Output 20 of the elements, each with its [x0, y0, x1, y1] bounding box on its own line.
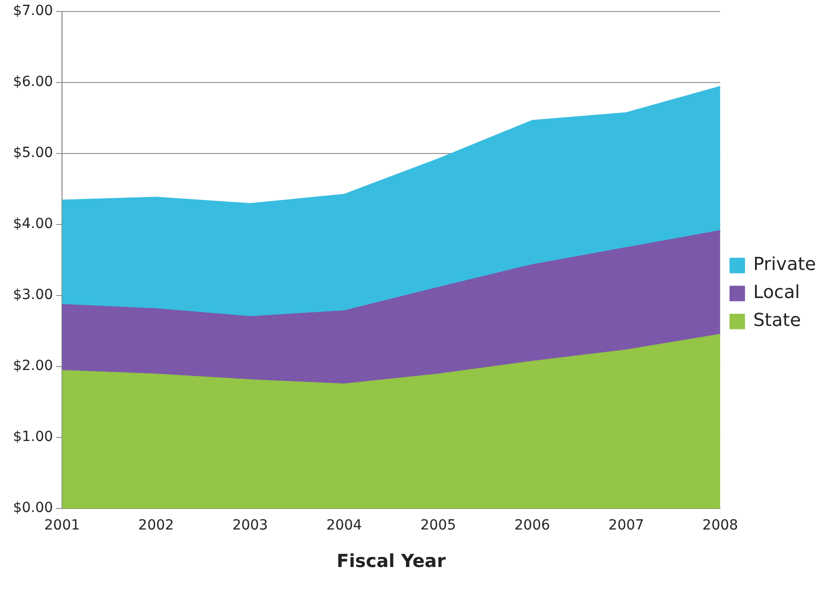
x-axis-title: Fiscal Year [336, 550, 446, 572]
x-tick-label: 2003 [232, 518, 268, 534]
y-tick-label: $1.00 [12, 429, 54, 446]
x-tick-label: 2002 [138, 518, 174, 534]
x-tick-label: 2007 [608, 518, 644, 534]
y-tick-label: $7.00 [12, 3, 54, 20]
x-tick-label: 2005 [420, 518, 456, 534]
y-tick-label: $0.00 [12, 500, 54, 516]
y-tick-label: $6.00 [12, 74, 54, 90]
x-tick-label: 2006 [514, 518, 550, 534]
legend-label: Private [753, 254, 816, 276]
x-tick-label: 2008 [702, 518, 738, 534]
y-tick-label: $3.00 [12, 287, 54, 304]
legend-label: State [753, 310, 801, 332]
x-tick-label: 2001 [44, 518, 80, 534]
y-tick-label: $5.00 [12, 145, 54, 162]
y-tick-label: $2.00 [12, 358, 54, 374]
legend-label: Local [753, 282, 800, 304]
y-tick-label: $4.00 [12, 216, 54, 232]
x-tick-label: 2004 [326, 518, 362, 534]
